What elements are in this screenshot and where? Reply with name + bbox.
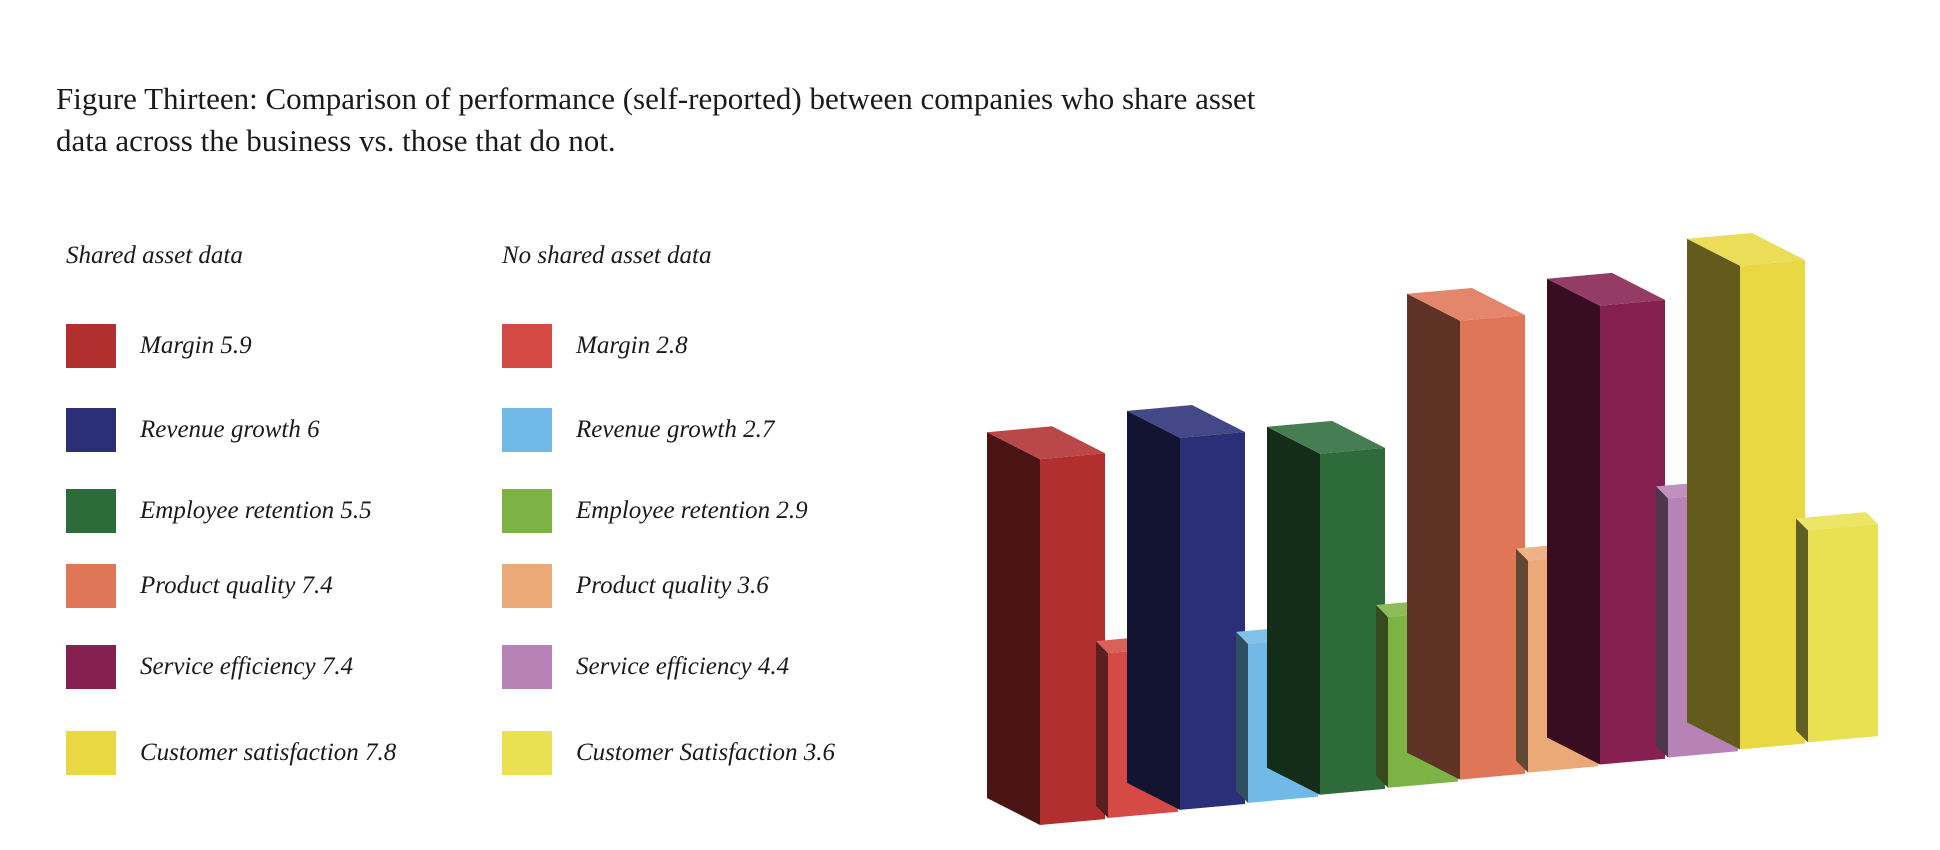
legend-label: Service efficiency 7.4 [140, 653, 354, 680]
bar-shared-employee-retention-side [1267, 426, 1320, 795]
legend-item-margin-noshared: Margin 2.8 [502, 323, 688, 369]
legend-swatch [66, 731, 116, 775]
bar-noshared-service-efficiency-side [1656, 486, 1668, 758]
bar-noshared-customer-satisfaction-top [1796, 512, 1878, 531]
legend-item-retention-noshared: Employee retention 2.9 [502, 488, 808, 534]
legend-label: Revenue growth 2.7 [576, 416, 775, 443]
bar-shared-product-quality-side [1407, 293, 1460, 780]
legend-item-customer-shared: Customer satisfaction 7.8 [66, 730, 396, 776]
legend-item-revenue-shared: Revenue growth 6 [66, 407, 320, 453]
bar-shared-revenue-growth-top [1127, 405, 1245, 438]
bar-noshared-employee-retention-side [1376, 605, 1388, 788]
bar-shared-revenue-growth-front [1180, 432, 1245, 810]
bar-shared-employee-retention-top [1267, 420, 1385, 454]
legend-swatch [66, 564, 116, 608]
legend-label: Revenue growth 6 [140, 416, 320, 443]
legend-swatch [502, 645, 552, 689]
legend-label: Product quality 7.4 [140, 572, 333, 599]
legend-noshared-heading: No shared asset data [502, 242, 712, 269]
bar-shared-product-quality-top [1407, 288, 1525, 321]
legend-swatch [502, 324, 552, 368]
legend-item-retention-shared: Employee retention 5.5 [66, 488, 372, 534]
legend-item-revenue-noshared: Revenue growth 2.7 [502, 407, 774, 453]
bar-chart-3d [987, 233, 1878, 825]
legend-label: Product quality 3.6 [576, 572, 769, 599]
legend-swatch [502, 564, 552, 608]
bar-noshared-revenue-growth-side [1236, 631, 1248, 803]
bar-shared-service-efficiency-front [1600, 299, 1665, 765]
legend-swatch [66, 489, 116, 533]
legend-shared-heading: Shared asset data [66, 242, 243, 269]
bar-noshared-customer-satisfaction-side [1796, 518, 1808, 743]
bar-shared-employee-retention [1267, 420, 1385, 795]
legend-item-service-noshared: Service efficiency 4.4 [502, 644, 789, 690]
legend-swatch [66, 645, 116, 689]
legend-label: Employee retention 2.9 [576, 497, 808, 524]
bar-shared-customer-satisfaction-front [1740, 260, 1805, 750]
legend-item-customer-noshared: Customer Satisfaction 3.6 [502, 730, 835, 776]
bar-shared-customer-satisfaction [1687, 233, 1805, 750]
legend-swatch [66, 408, 116, 452]
legend-label: Service efficiency 4.4 [576, 653, 790, 680]
legend-item-service-shared: Service efficiency 7.4 [66, 644, 353, 690]
legend-swatch [502, 489, 552, 533]
bar-shared-revenue-growth [1127, 405, 1245, 810]
legend-item-quality-noshared: Product quality 3.6 [502, 563, 769, 609]
legend-label: Margin 5.9 [140, 332, 252, 359]
legend-label: Margin 2.8 [576, 332, 688, 359]
bar-shared-revenue-growth-side [1127, 410, 1180, 810]
bar-shared-service-efficiency-side [1547, 278, 1600, 765]
bar-shared-margin [987, 426, 1105, 825]
bar-shared-product-quality [1407, 288, 1525, 780]
bar-shared-employee-retention-front [1320, 447, 1385, 795]
bar-shared-service-efficiency [1547, 272, 1665, 765]
legend-swatch [502, 408, 552, 452]
legend-label: Customer Satisfaction 3.6 [576, 739, 836, 766]
bar-shared-product-quality-front [1460, 315, 1525, 780]
bar-noshared-product-quality-side [1516, 548, 1528, 773]
legend-swatch [66, 324, 116, 368]
legend-label: Customer satisfaction 7.8 [140, 739, 397, 766]
bar-shared-service-efficiency-top [1547, 272, 1665, 306]
bar-shared-margin-side [987, 432, 1040, 825]
legend-item-margin-shared: Margin 5.9 [66, 323, 252, 369]
legend-swatch [502, 731, 552, 775]
bar-noshared-margin-side [1096, 641, 1108, 818]
bar-shared-customer-satisfaction-top [1687, 233, 1805, 266]
bar-shared-margin-top [987, 426, 1105, 460]
bar-shared-margin-front [1040, 453, 1105, 825]
bar-noshared-customer-satisfaction [1796, 512, 1878, 743]
legend-item-quality-shared: Product quality 7.4 [66, 563, 333, 609]
legend-label: Employee retention 5.5 [140, 497, 372, 524]
bar-shared-customer-satisfaction-side [1687, 238, 1740, 750]
bar-noshared-customer-satisfaction-front [1808, 524, 1878, 743]
figure-title: Figure Thirteen: Comparison of performan… [56, 81, 1256, 158]
